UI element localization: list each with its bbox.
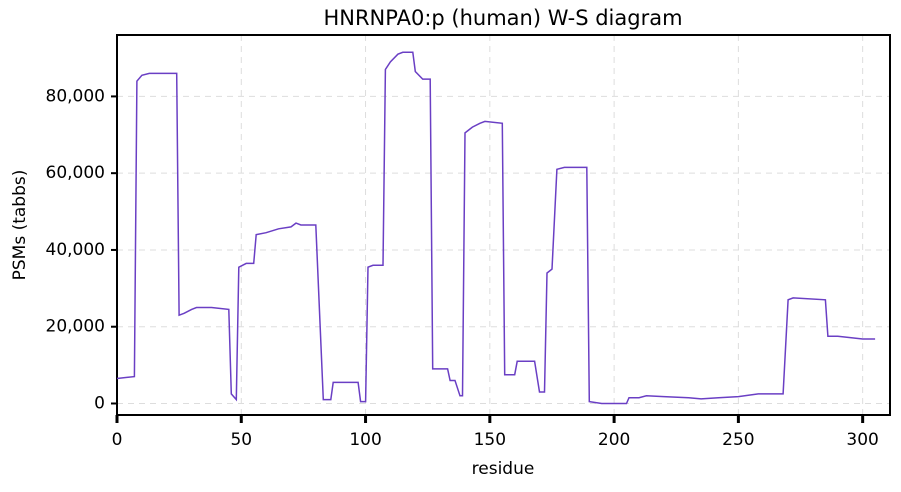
x-tick-label: 200 (598, 430, 630, 450)
y-axis-label: PSMs (tabbs) (10, 170, 30, 281)
x-tick-label: 250 (722, 430, 754, 450)
y-tick-label: 40,000 (46, 240, 105, 260)
chart-title: HNRNPA0:p (human) W-S diagram (323, 6, 682, 30)
y-tick-label: 20,000 (46, 317, 105, 337)
x-tick-label: 0 (112, 430, 123, 450)
y-tick-label: 0 (94, 393, 105, 413)
y-tick-label: 80,000 (46, 86, 105, 106)
plot-frame (116, 34, 891, 416)
x-tick-label: 300 (846, 430, 878, 450)
data-line (116, 51, 876, 405)
x-tick-label: 100 (349, 430, 381, 450)
y-tick-label: 60,000 (46, 163, 105, 183)
x-tick-label: 50 (230, 430, 252, 450)
x-axis-label: residue (472, 459, 535, 479)
x-tick-label: 150 (474, 430, 506, 450)
